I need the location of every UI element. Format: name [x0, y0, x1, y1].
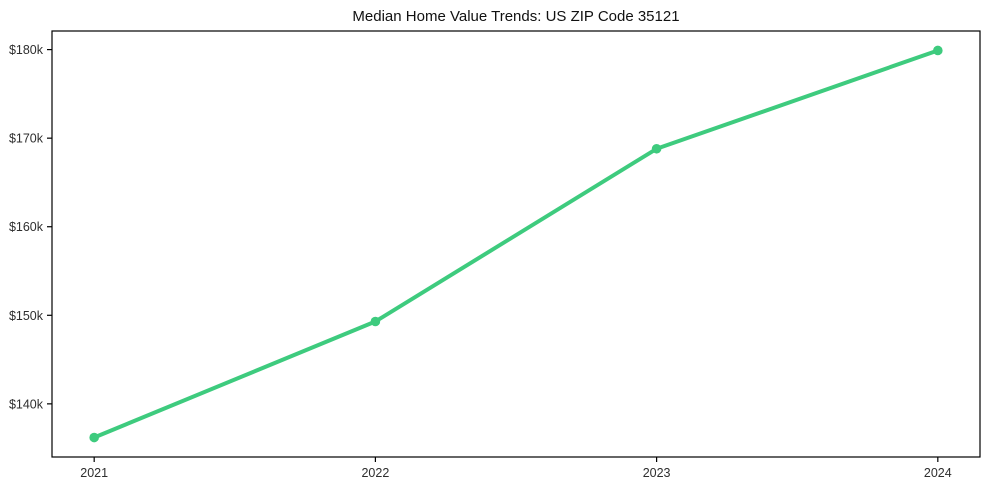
data-point-marker: [89, 432, 99, 443]
data-point-marker: [651, 143, 662, 154]
y-tick-label: $150k: [9, 309, 44, 323]
data-point-marker: [370, 316, 381, 327]
y-tick-label: $170k: [9, 132, 44, 146]
y-tick-label: $180k: [9, 43, 44, 57]
chart-title: Median Home Value Trends: US ZIP Code 35…: [352, 8, 679, 25]
y-tick-label: $140k: [9, 397, 44, 411]
series-line: [92, 48, 940, 440]
plot-frame: [51, 30, 981, 458]
plot-area: $140k $150k $160k $170k $180k 2021 2022 2023 202…: [9, 30, 981, 480]
y-tick-label: $160k: [9, 220, 44, 234]
data-point-marker: [933, 45, 943, 56]
x-tick-label: 2022: [361, 466, 389, 480]
x-tick-label: 2023: [643, 466, 671, 480]
x-tick-label: 2021: [80, 466, 108, 480]
x-tick-label: 2024: [924, 466, 952, 480]
